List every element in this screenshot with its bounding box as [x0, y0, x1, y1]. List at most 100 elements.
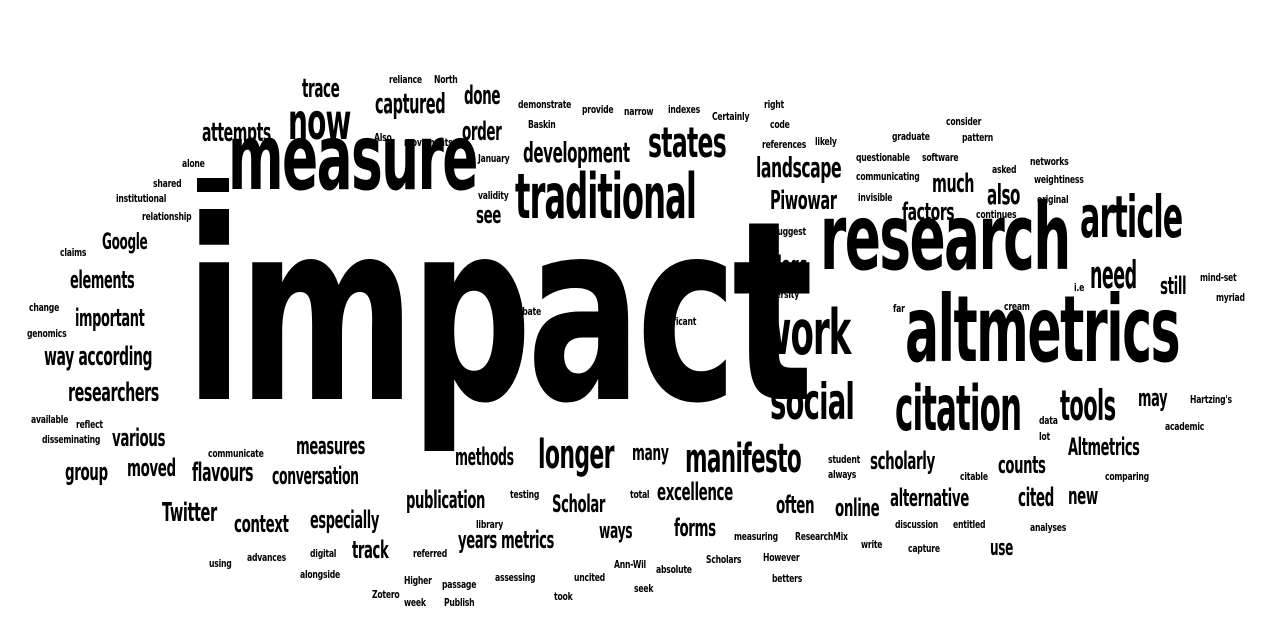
cloud-word: alone [182, 157, 205, 171]
cloud-word: alongside [300, 568, 340, 582]
cloud-word: North [434, 73, 458, 87]
cloud-word: digital [310, 547, 337, 561]
cloud-word: done [464, 81, 501, 112]
cloud-word: reflect [76, 418, 103, 432]
cloud-word: indexes [668, 103, 701, 117]
cloud-word: networks [1030, 155, 1069, 169]
cloud-word: Higher [404, 574, 432, 588]
cloud-word: order [462, 117, 502, 148]
cloud-word: especially [310, 506, 379, 535]
dash-mark [197, 178, 229, 192]
cloud-word: invisible [858, 191, 893, 205]
cloud-word: advances [247, 551, 286, 565]
cloud-word: Zotero [372, 588, 400, 602]
cloud-word: Scholars [706, 553, 742, 567]
cloud-word: blogs [768, 251, 808, 280]
cloud-word: relationship [142, 210, 192, 224]
cloud-word: publication [406, 486, 486, 515]
cloud-word: data [1039, 414, 1058, 428]
cloud-word: took [554, 590, 573, 604]
cloud-word: communicating [856, 170, 920, 184]
cloud-word: reliance [389, 73, 422, 87]
cloud-word: research [820, 183, 1071, 291]
cloud-word: myriad [1216, 291, 1245, 305]
cloud-word: University [757, 288, 800, 302]
cloud-word: alternative [890, 484, 969, 513]
cloud-word: Also [374, 131, 392, 145]
cloud-word: entitled [953, 518, 986, 532]
cloud-word: capture [908, 542, 940, 556]
cloud-word: significant [653, 315, 697, 329]
cloud-word: assessing [495, 571, 536, 585]
cloud-word: Altmetrics [1068, 433, 1140, 462]
cloud-word: researchers [68, 378, 159, 409]
cloud-word: Hartzing's [1190, 393, 1232, 407]
cloud-word: Certainly [712, 110, 750, 124]
cloud-word: ways [599, 519, 633, 545]
cloud-word: questionable [856, 151, 910, 165]
cloud-word: change [29, 301, 60, 315]
cloud-word: cited [1018, 483, 1054, 514]
cloud-word: measure [228, 103, 478, 211]
cloud-word: referred [413, 547, 448, 561]
cloud-word: Piwowar [770, 186, 837, 217]
cloud-word: provide [582, 103, 614, 117]
cloud-word: measuring [734, 530, 778, 544]
cloud-word: claims [60, 246, 87, 260]
cloud-word: validity [478, 189, 509, 203]
cloud-word: conversation [272, 462, 359, 491]
cloud-word: traditional [515, 159, 697, 233]
cloud-word: seek [634, 582, 654, 596]
cloud-word: often [776, 491, 815, 520]
cloud-word: landscape [756, 151, 842, 185]
cloud-word: write [861, 538, 883, 552]
cloud-word: debate [512, 305, 541, 319]
cloud-word: trace [302, 74, 340, 105]
cloud-word: various [112, 424, 166, 453]
cloud-word: i.e [1074, 281, 1085, 295]
cloud-word: communicate [208, 447, 264, 461]
cloud-word: analyses [1030, 521, 1067, 535]
cloud-word: citation [895, 371, 1022, 445]
cloud-word: forms [674, 514, 716, 543]
cloud-word: many [632, 441, 669, 467]
cloud-word: see [476, 201, 502, 230]
cloud-word: longer [538, 432, 615, 479]
cloud-word: narrow [624, 105, 654, 119]
cloud-word: week [404, 596, 426, 610]
cloud-word: Publish [444, 596, 475, 610]
cloud-word: Baskin [528, 118, 556, 132]
cloud-word: January [478, 152, 510, 166]
cloud-word: also [987, 178, 1020, 212]
cloud-word: total [630, 488, 650, 502]
cloud-word: important [75, 304, 145, 333]
cloud-word: graduate [892, 130, 930, 144]
cloud-word: need [1090, 253, 1137, 298]
cloud-word: uncited [574, 571, 605, 585]
cloud-word: institutional [116, 192, 167, 206]
cloud-word: original [1037, 193, 1069, 207]
cloud-word: Ann-Wil [614, 558, 646, 572]
cloud-word: tools [1060, 381, 1116, 431]
cloud-word: may [1138, 384, 1168, 413]
cloud-word: weightiness [1034, 173, 1084, 187]
cloud-word: altmetrics [905, 275, 1181, 383]
cloud-word: attempts [202, 118, 271, 149]
cloud-word: student [828, 453, 861, 467]
cloud-word: available [31, 413, 69, 427]
cloud-word: passage [442, 578, 477, 592]
cloud-word: still [1160, 272, 1187, 301]
cloud-word: states [648, 118, 727, 168]
cloud-word: asked [992, 163, 1017, 177]
cloud-word: elements [70, 266, 135, 295]
cloud-word: development [523, 136, 630, 170]
cloud-word: ResearchMix [795, 530, 848, 544]
cloud-word: work [760, 295, 851, 369]
cloud-word: genomics [27, 327, 67, 341]
cloud-word: scholarly [870, 447, 935, 476]
cloud-word: testing [510, 488, 540, 502]
cloud-word: references [762, 138, 807, 152]
cloud-word: online [835, 494, 880, 523]
cloud-word: suggest [773, 225, 806, 239]
cloud-word: academic [1165, 420, 1205, 434]
